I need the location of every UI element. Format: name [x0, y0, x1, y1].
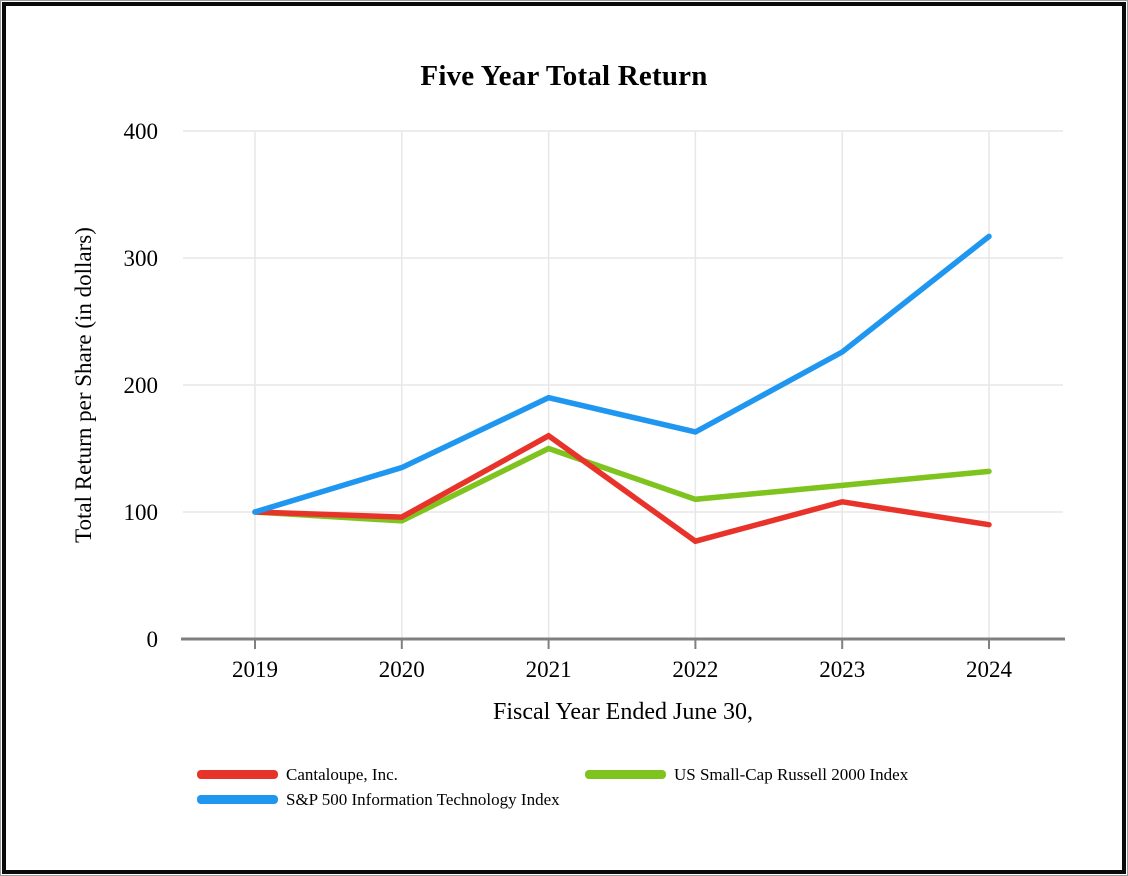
legend-item-cantaloupe: Cantaloupe, Inc.: [197, 765, 398, 784]
x-tick-label-2023: 2023: [819, 657, 865, 682]
y-tick-label-200: 200: [124, 373, 159, 398]
x-tick-label-2019: 2019: [232, 657, 278, 682]
x-tick-label-2020: 2020: [379, 657, 425, 682]
x-tick-label-2022: 2022: [672, 657, 718, 682]
y-tick-label-100: 100: [124, 500, 159, 525]
legend-item-russell2000: US Small-Cap Russell 2000 Index: [585, 765, 908, 784]
legend-item-sp500-it: S&P 500 Information Technology Index: [197, 790, 560, 809]
legend-label-sp500-it: S&P 500 Information Technology Index: [286, 790, 560, 809]
y-tick-label-0: 0: [147, 627, 159, 652]
x-axis-title: Fiscal Year Ended June 30,: [493, 699, 753, 725]
series-line-s-p-500-information-technology-index: [252, 233, 992, 515]
x-tick-label-2024: 2024: [966, 657, 1013, 682]
y-tick-label-300: 300: [124, 246, 159, 271]
series-line-cantaloupe-inc: [252, 432, 992, 545]
series-line-us-small-cap-russell-2000-index: [252, 445, 992, 524]
chart-title: Five Year Total Return: [420, 60, 708, 92]
legend-swatch-russell2000: [585, 770, 666, 779]
legend-label-russell2000: US Small-Cap Russell 2000 Index: [674, 765, 909, 784]
legend-swatch-sp500-it: [197, 795, 278, 804]
legend-label-cantaloupe: Cantaloupe, Inc.: [286, 765, 398, 784]
y-tick-label-400: 400: [124, 119, 159, 144]
x-tick-label-2021: 2021: [526, 657, 572, 682]
legend-swatch-cantaloupe: [197, 770, 278, 779]
